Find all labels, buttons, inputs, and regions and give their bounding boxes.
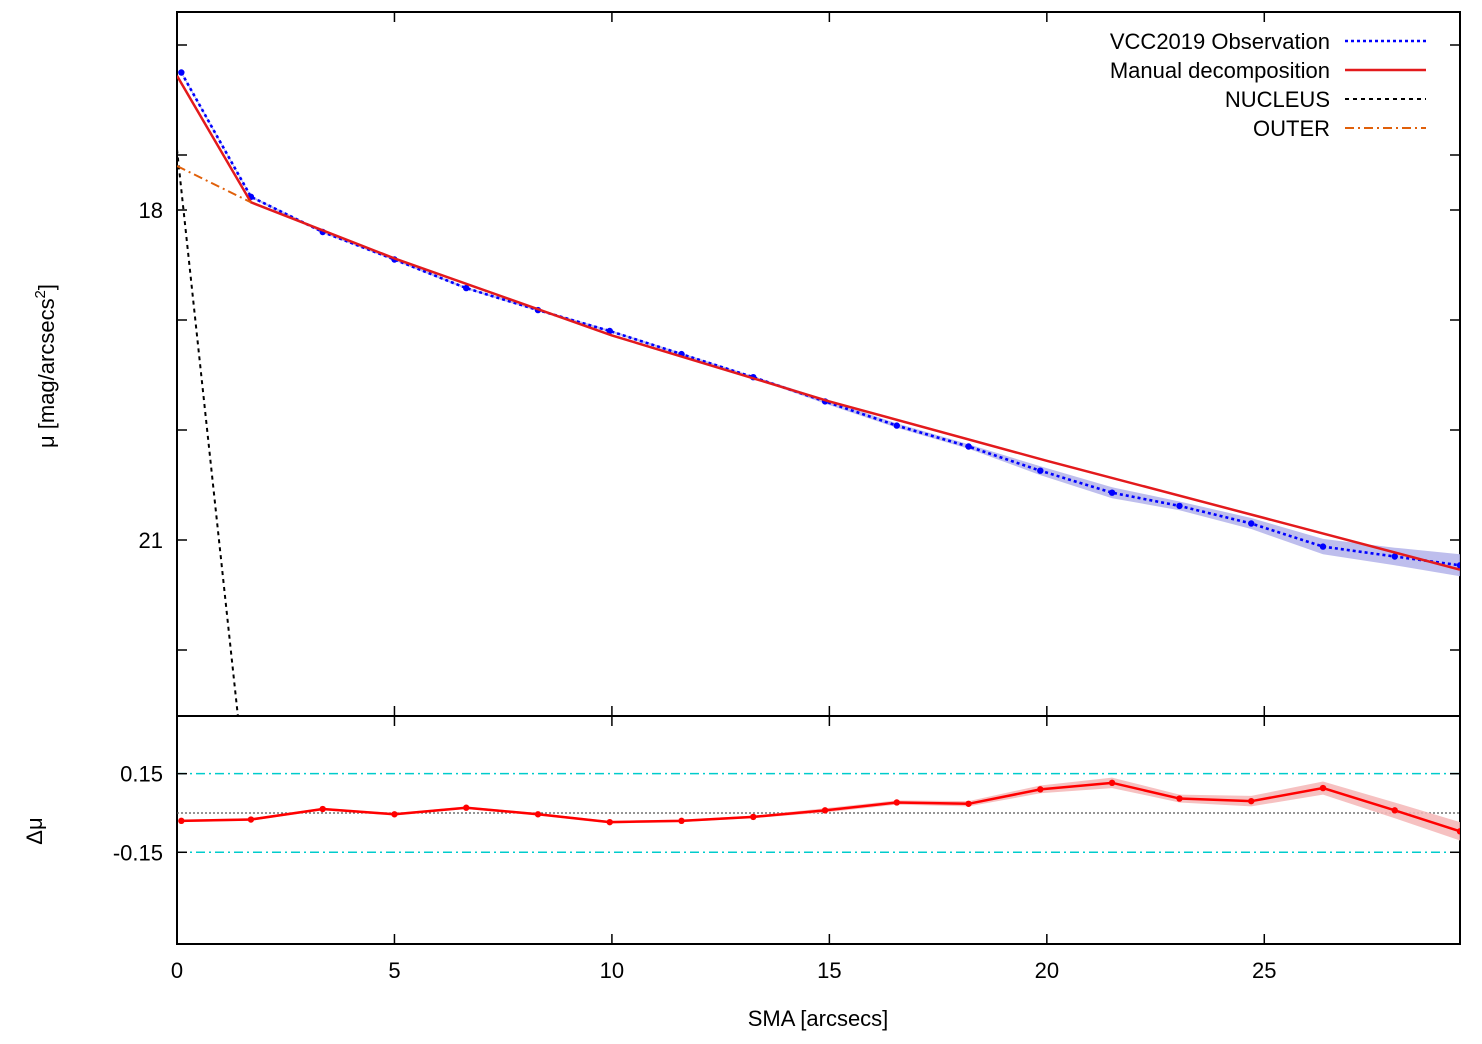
top-y-axis-label-close: ] [34, 284, 59, 290]
top-series-3 [177, 165, 252, 204]
bottom-series-0-point [1176, 795, 1183, 802]
bottom-series-0-point [1391, 807, 1398, 814]
bottom-series-0-point [319, 805, 326, 813]
x-tick-label: 15 [817, 958, 841, 983]
top-series-0-error-band [181, 71, 1460, 577]
top-series-2 [177, 149, 239, 716]
bottom-series-0-point [750, 813, 757, 821]
bottom-series-0-point [1037, 786, 1044, 793]
top-y-axis-label-superscript: 2 [32, 290, 49, 298]
top-series-0-point [1176, 502, 1183, 510]
legend-label: OUTER [1253, 116, 1330, 141]
bottom-series-0-point [247, 816, 255, 823]
bottom-series-0-point [821, 807, 829, 814]
bottom-series-0-line [181, 781, 1460, 833]
top-series-0-point [1456, 562, 1460, 569]
legend-label: VCC2019 Observation [1110, 29, 1330, 54]
x-tick-label: 5 [388, 958, 400, 983]
bottom-y-axis-label: Δμ [22, 817, 47, 844]
top-series-0-point [1248, 520, 1255, 527]
top-y-axis-label: μ [mag/arcsecs2] [32, 284, 59, 448]
bottom-series-0-point [893, 799, 900, 806]
x-tick-label: 0 [171, 958, 183, 983]
top-series-0-point [606, 327, 613, 335]
bottom-series-0-point [678, 817, 685, 825]
bottom-series-0 [178, 777, 1460, 841]
x-tick-label: 25 [1252, 958, 1276, 983]
legend: VCC2019 Observation Manual decomposition N… [1110, 29, 1426, 141]
top-series-0-point [1037, 467, 1044, 474]
top-series-0-point [178, 69, 185, 76]
x-axis: 0 5 10 15 20 25 [171, 12, 1277, 983]
bottom-y-tick-label: 0.15 [120, 762, 163, 787]
top-series-2-line [177, 149, 239, 716]
bottom-series-0-error-band [181, 777, 1460, 841]
bottom-y-tick-label: -0.15 [113, 840, 163, 865]
x-tick-label: 20 [1035, 958, 1059, 983]
top-series-1-line [177, 75, 1460, 571]
top-series-0-point [1319, 543, 1327, 550]
top-series-0-point [463, 284, 470, 292]
top-series-0-point [1391, 553, 1398, 560]
bottom-series-0-point [1456, 828, 1460, 835]
bottom-series-0-point [965, 800, 972, 807]
top-series-0-point [1108, 489, 1116, 496]
top-series-0-point [893, 422, 900, 429]
top-y-axis-label-main: μ [mag/arcsecs [34, 298, 59, 448]
top-series-1 [177, 75, 1460, 571]
bottom-series-0-point [391, 811, 398, 818]
bottom-panel-frame [176, 715, 1461, 945]
top-y-tick-label: 21 [139, 528, 163, 553]
legend-label: Manual decomposition [1110, 58, 1330, 83]
x-axis-label: SMA [arcsecs] [748, 1006, 889, 1031]
residual-panel: 0.15 -0.15 [113, 715, 1461, 945]
legend-label: NUCLEUS [1225, 87, 1330, 112]
bottom-series-0-point [463, 804, 470, 811]
bottom-series-0-point [1248, 797, 1255, 805]
top-series-0-line [180, 71, 1460, 567]
top-series-0 [178, 69, 1460, 577]
bottom-series-0-point [1319, 784, 1327, 792]
x-tick-label: 10 [600, 958, 624, 983]
bottom-series-0-point [534, 811, 542, 818]
top-y-tick-label: 18 [139, 198, 163, 223]
bottom-series-0-point [606, 818, 613, 826]
bottom-series-0-point [1108, 779, 1116, 787]
top-series-0-point [965, 443, 972, 450]
top-series-3-line [177, 165, 252, 204]
bottom-series-0-point [178, 817, 185, 825]
